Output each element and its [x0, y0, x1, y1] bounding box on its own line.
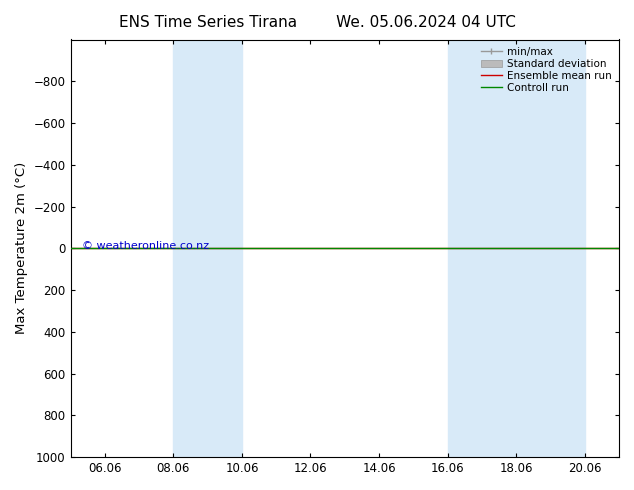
Text: ENS Time Series Tirana        We. 05.06.2024 04 UTC: ENS Time Series Tirana We. 05.06.2024 04… [119, 15, 515, 30]
Legend: min/max, Standard deviation, Ensemble mean run, Controll run: min/max, Standard deviation, Ensemble me… [479, 45, 614, 95]
Bar [448, 40, 585, 457]
Text: © weatheronline.co.nz: © weatheronline.co.nz [82, 241, 209, 251]
Bar [173, 40, 242, 457]
Y-axis label: Max Temperature 2m (°C): Max Temperature 2m (°C) [15, 162, 28, 335]
